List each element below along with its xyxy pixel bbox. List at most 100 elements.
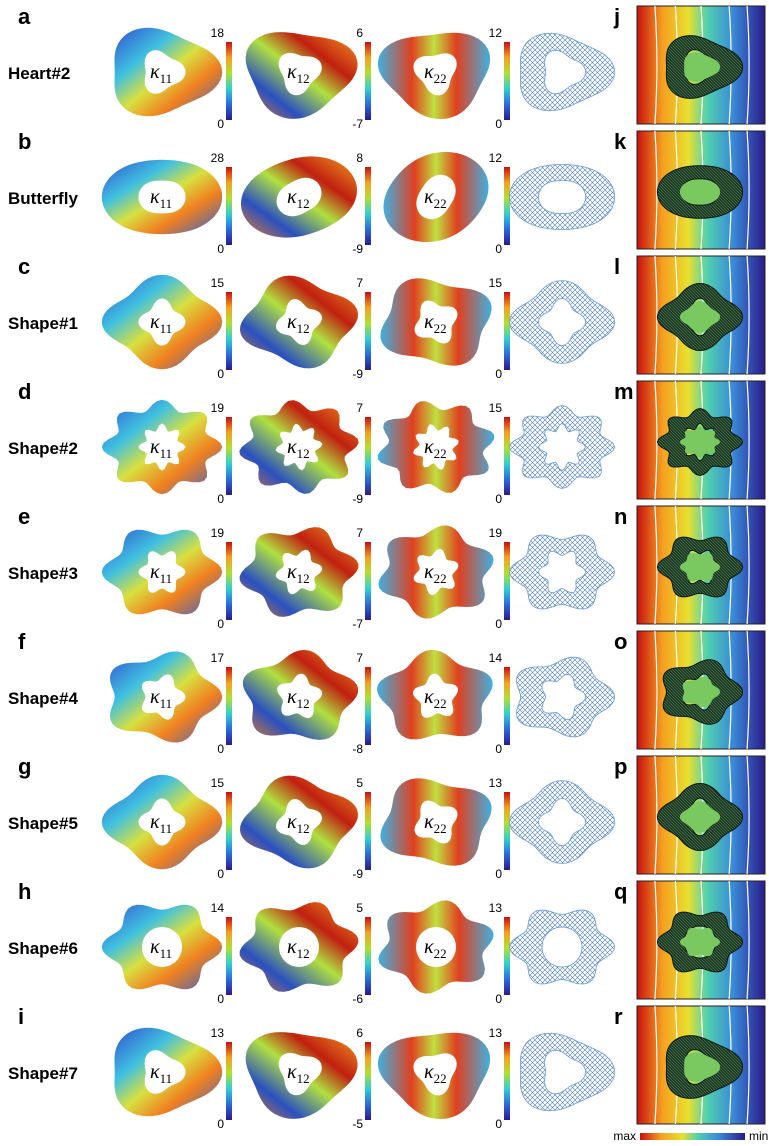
kappa-subscript: 11 xyxy=(160,1071,173,1086)
colorbar-min: 0 xyxy=(495,992,502,1006)
colorbar-max: 13 xyxy=(489,1026,503,1040)
kappa-symbol: κ xyxy=(287,811,297,833)
colorbar-min: 0 xyxy=(495,1117,502,1131)
colorbar-min: 0 xyxy=(217,1117,224,1131)
colorbar-max: 15 xyxy=(211,276,225,290)
isotherm xyxy=(654,880,658,1000)
kappa-label: κ12 xyxy=(287,561,310,586)
colorbar-min: 0 xyxy=(495,367,502,381)
kappa-label: κ22 xyxy=(424,311,447,336)
colorbar-min: -8 xyxy=(352,742,363,756)
kappa-subscript: 11 xyxy=(160,321,173,336)
colorbar-max: 13 xyxy=(489,776,503,790)
right-letter: k xyxy=(614,129,627,154)
row-name: Shape#4 xyxy=(8,689,78,708)
colorbar-min: 0 xyxy=(217,617,224,631)
curvature-map xyxy=(378,525,494,619)
kappa-symbol: κ xyxy=(287,686,297,708)
colorbar xyxy=(504,542,510,620)
kappa-label: κ12 xyxy=(287,936,310,961)
isotherm xyxy=(654,130,658,250)
row-name: Shape#2 xyxy=(8,439,78,458)
colorbar-min: 0 xyxy=(217,867,224,881)
kappa-subscript: 11 xyxy=(160,821,173,836)
colorbar-min: 0 xyxy=(217,117,224,131)
curvature-map xyxy=(101,159,223,235)
row-letter: c xyxy=(18,254,30,279)
kappa-label: κ12 xyxy=(287,686,310,711)
kappa-label: κ11 xyxy=(150,1061,172,1086)
colorbar xyxy=(504,667,510,745)
colorbar xyxy=(365,792,371,870)
isotherm xyxy=(746,1005,750,1125)
colorbar-max: 5 xyxy=(356,901,363,915)
curvature-map xyxy=(245,1032,358,1119)
kappa-label: κ22 xyxy=(424,936,447,961)
colorbar-max: 19 xyxy=(489,526,503,540)
curvature-map xyxy=(245,32,358,119)
curvature-map xyxy=(377,1032,491,1120)
kappa-label: κ22 xyxy=(424,686,447,711)
colorbar xyxy=(226,292,232,370)
kappa-subscript: 22 xyxy=(434,696,447,711)
kappa-symbol: κ xyxy=(287,561,297,583)
kappa-subscript: 12 xyxy=(297,71,310,86)
colorbar-max: 13 xyxy=(211,1026,225,1040)
kappa-subscript: 12 xyxy=(297,696,310,711)
kappa-symbol: κ xyxy=(424,561,434,583)
kappa-symbol: κ xyxy=(287,1061,297,1083)
isotherm xyxy=(746,130,750,250)
colorbar xyxy=(504,417,510,495)
colorbar xyxy=(365,667,371,745)
colorbar xyxy=(365,542,371,620)
kappa-label: κ11 xyxy=(150,61,172,86)
kappa-symbol: κ xyxy=(287,311,297,333)
kappa-symbol: κ xyxy=(287,61,297,83)
row-name: Shape#3 xyxy=(8,564,78,583)
row-name: Shape#5 xyxy=(8,814,78,833)
kappa-subscript: 22 xyxy=(434,196,447,211)
colorbar-max: 5 xyxy=(356,776,363,790)
kappa-symbol: κ xyxy=(150,61,160,83)
colorbar xyxy=(365,917,371,995)
kappa-subscript: 12 xyxy=(297,821,310,836)
kappa-label: κ11 xyxy=(150,936,172,961)
curvature-map xyxy=(101,399,223,495)
colorbar-max: 15 xyxy=(489,401,503,415)
colorbar-min: 0 xyxy=(217,742,224,756)
curvature-map xyxy=(101,904,223,990)
curvature-map xyxy=(240,775,358,869)
kappa-label: κ22 xyxy=(424,1061,447,1086)
row-letter: b xyxy=(18,129,31,154)
colorbar-min: 0 xyxy=(217,367,224,381)
kappa-label: κ12 xyxy=(287,1061,310,1086)
isotherm xyxy=(746,630,750,750)
curvature-map xyxy=(376,649,493,740)
inclusion xyxy=(684,52,721,82)
colorbar-min: 0 xyxy=(495,492,502,506)
kappa-subscript: 11 xyxy=(160,196,173,211)
curvature-map xyxy=(239,400,359,494)
colorbar xyxy=(365,417,371,495)
kappa-subscript: 22 xyxy=(434,446,447,461)
kappa-label: κ11 xyxy=(150,311,172,336)
row-letter: a xyxy=(18,4,31,29)
kappa-symbol: κ xyxy=(424,1061,434,1083)
kappa-subscript: 22 xyxy=(434,946,447,961)
colorbar-max: 12 xyxy=(489,26,503,40)
kappa-label: κ22 xyxy=(424,811,447,836)
isotherm xyxy=(746,255,750,375)
mesh xyxy=(515,656,616,738)
row-letter: e xyxy=(18,504,30,529)
kappa-subscript: 11 xyxy=(160,571,173,586)
colorbar xyxy=(226,167,232,245)
kappa-label: κ11 xyxy=(150,561,172,586)
colorbar-max: 6 xyxy=(356,26,363,40)
curvature-map xyxy=(114,27,223,117)
colorbar-min: 0 xyxy=(217,242,224,256)
row-name: Shape#1 xyxy=(8,314,78,333)
